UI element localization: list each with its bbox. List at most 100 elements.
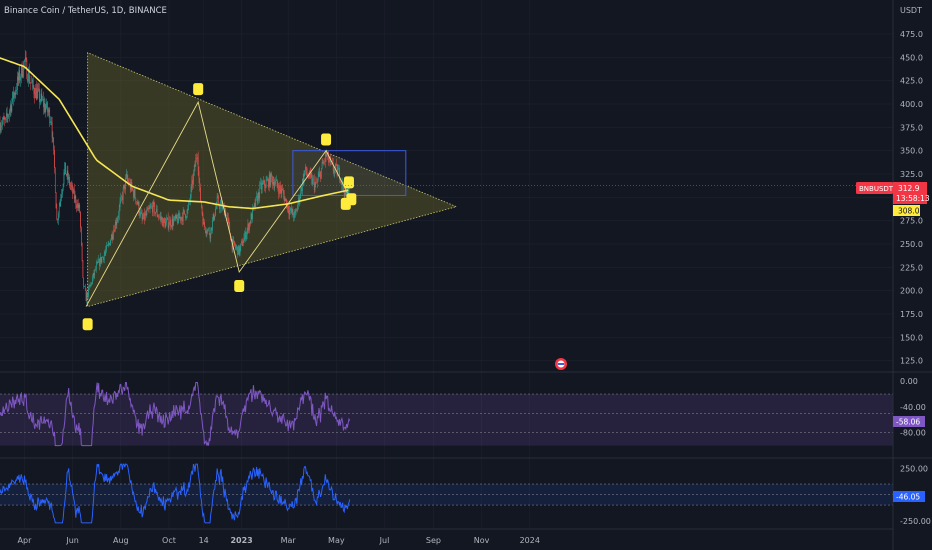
rsi-value-badge: -58.06 [893,416,925,427]
time-tick-label[interactable]: Mar [281,536,297,545]
candle-body [43,98,44,108]
cci-axis-ticks[interactable]: 250.00 -250.00 [900,464,931,526]
price-tick-label[interactable]: 275.0 [900,217,923,226]
candle-body [302,179,303,192]
rsi-axis-ticks[interactable]: 0.00 -40.00 -80.00 [900,377,926,437]
price-tick-label[interactable]: 250.0 [900,240,923,249]
candle-body [233,239,234,242]
candle-body [257,195,258,203]
pattern-point-marker[interactable] [82,318,93,331]
candle-body [6,113,7,118]
candle-body [275,180,276,185]
symbol-title[interactable]: Binance Coin / TetherUS, 1D, BINANCE [4,6,167,16]
price-tick-label[interactable]: 425.0 [900,77,923,86]
candle-body [141,211,142,214]
time-tick-label[interactable]: Oct [162,536,176,545]
price-tick-label[interactable]: 125.0 [900,357,923,366]
price-tick-label[interactable]: 450.0 [900,53,923,62]
pattern-point-markers[interactable] [82,83,357,331]
time-tick-label[interactable]: Aug [113,536,129,545]
time-tick-label[interactable]: 14 [199,536,209,545]
time-tick-label[interactable]: Jul [379,536,390,545]
price-tick-label[interactable]: 400.0 [900,100,923,109]
candle-body [183,210,185,212]
candle-body [211,227,212,231]
rsi-tick-label[interactable]: -80.00 [900,429,926,438]
time-tick-label[interactable]: Jun [65,536,79,545]
candle-body [229,223,231,234]
time-tick-label[interactable]: 2024 [520,536,540,545]
cci-value-badge: -46.05 [893,491,925,502]
candle-body [67,170,69,180]
candle-body [213,213,215,220]
candle-body [218,197,219,206]
time-tick-label[interactable]: May [328,536,345,545]
candle-body [197,157,198,159]
pattern-point-marker[interactable] [343,176,354,189]
price-tick-label[interactable]: 150.0 [900,333,923,342]
candle-body [28,70,30,83]
ma-value-badge: 308.0 [893,205,920,216]
candle-body [268,174,270,188]
candle-body [103,254,105,260]
candle-body [209,233,211,239]
candle-body [28,70,29,82]
candle-body [159,216,161,218]
symmetrical-triangle-drawing[interactable] [87,52,458,308]
candle-body [164,221,166,228]
time-tick-label[interactable]: Nov [474,536,490,545]
candle-body [345,191,347,195]
emoji-badge[interactable] [555,358,567,370]
candle-body [16,90,17,91]
pattern-point-marker[interactable] [346,193,357,206]
time-axis-ticks[interactable]: Apr Jun Aug Oct 14 2023 Mar May Jul Sep Nov 2024 [18,536,540,545]
last-price-badge: 312.9 13:58:13 [893,182,930,204]
price-tick-label[interactable]: 350.0 [900,147,923,156]
ma-value-badge-bg [893,205,920,216]
time-tick-label[interactable]: 2023 [230,536,252,545]
time-tick-label[interactable]: Sep [426,536,441,545]
candle-body [96,262,98,264]
candle-body [132,188,133,191]
candle-body [69,176,70,186]
candle-body [225,210,227,216]
candle-body [203,221,204,225]
rsi-tick-label[interactable]: -40.00 [900,403,926,412]
candle-body [63,172,65,185]
candle-body [17,76,19,81]
price-tick-label[interactable]: 200.0 [900,287,923,296]
cci-tick-label[interactable]: 250.00 [900,464,928,473]
price-tick-label[interactable]: 175.0 [900,310,923,319]
candle-body [147,207,148,211]
candle-body [249,222,250,231]
pattern-point-marker[interactable] [234,280,245,292]
candle-body [122,196,123,200]
candle-body [200,187,201,201]
pattern-point-marker[interactable] [193,83,204,96]
pattern-zigzag-line[interactable] [85,100,348,307]
candle-body [97,262,99,263]
candle-body [324,161,325,163]
price-tick-label[interactable]: 325.0 [900,170,923,179]
candle-body [313,179,315,190]
cci-tick-label[interactable]: -250.00 [900,517,931,526]
candle-body [249,222,251,224]
candle-body [129,182,131,190]
candle-body [228,219,230,224]
candle-body [62,184,64,190]
price-tick-label[interactable]: 225.0 [900,263,923,272]
rsi-tick-label[interactable]: 0.00 [900,377,918,386]
price-tick-label[interactable]: 375.0 [900,123,923,132]
price-tick-label[interactable]: 475.0 [900,30,923,39]
candle-body [247,223,249,230]
candle-body [264,180,265,187]
candle-body [214,215,216,220]
pattern-point-marker[interactable] [321,133,332,146]
candle-body [290,207,291,211]
candle-body [12,91,13,102]
candle-body [36,90,38,100]
time-tick-label[interactable]: Apr [18,536,33,545]
candle-body [30,82,32,84]
candle-body [17,76,18,91]
